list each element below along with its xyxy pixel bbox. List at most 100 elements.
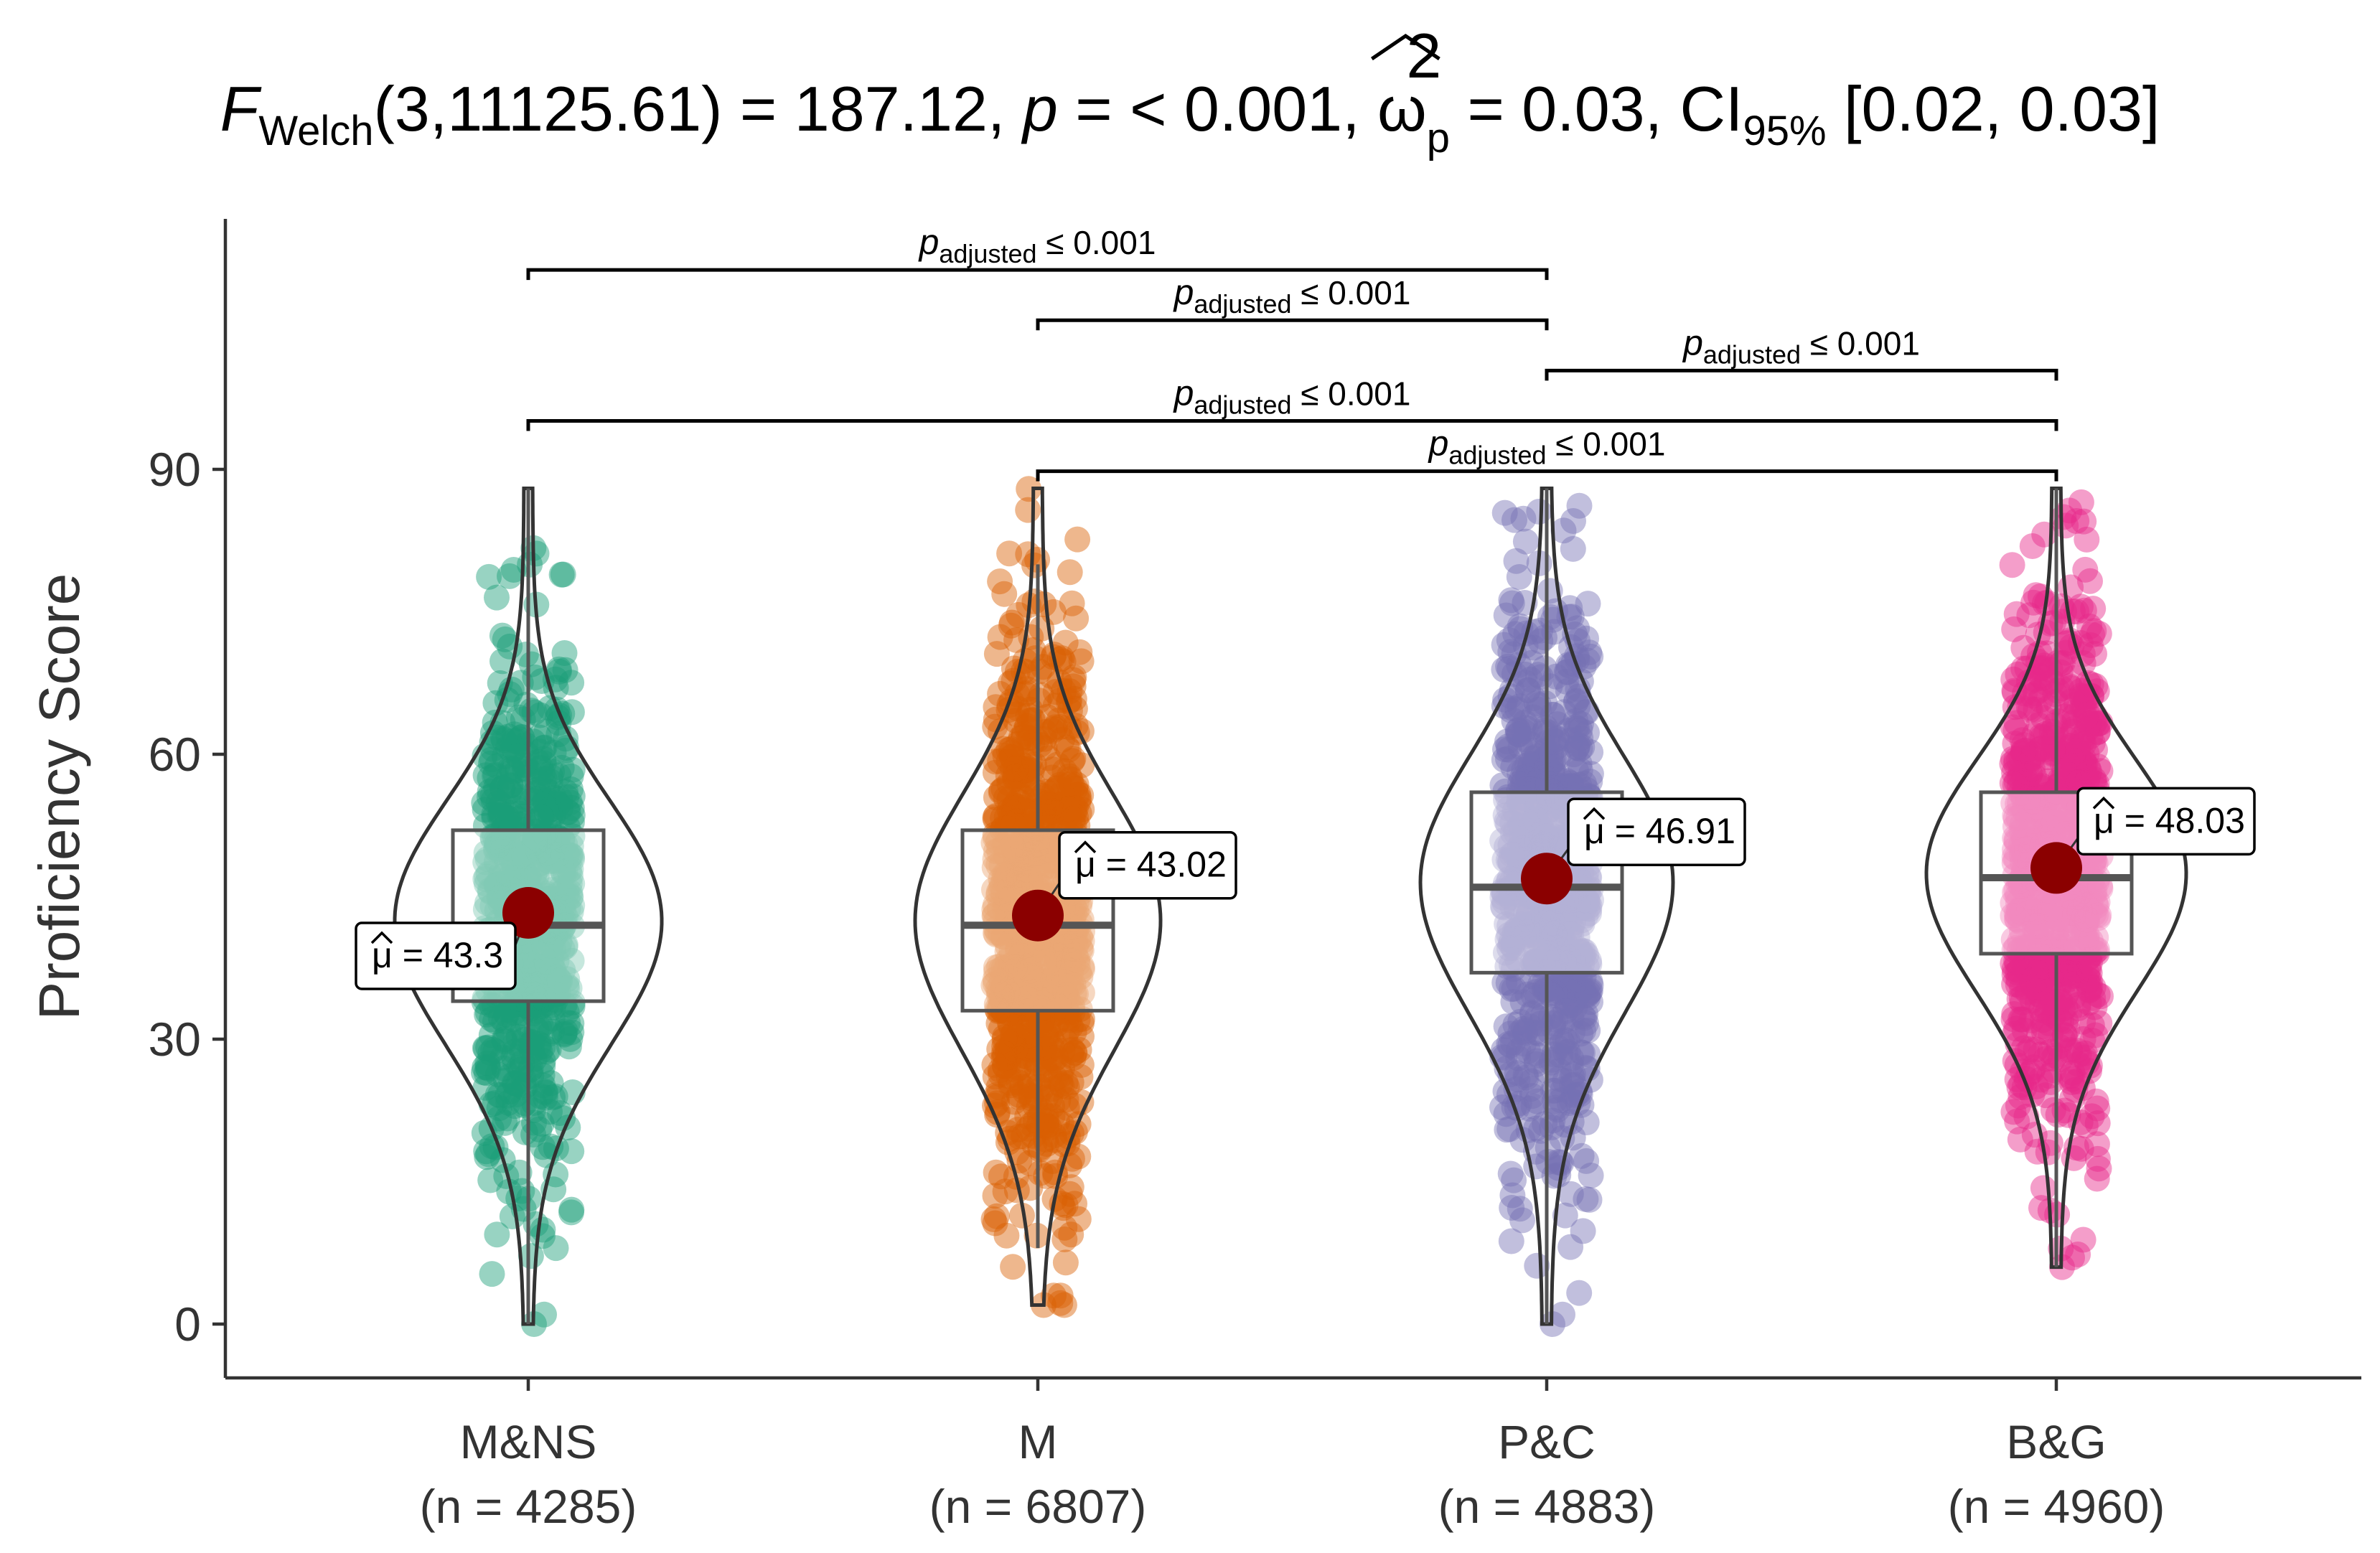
data-point — [993, 804, 1020, 831]
data-point — [487, 1004, 514, 1031]
data-point — [1005, 1117, 1031, 1143]
data-point — [538, 1070, 564, 1097]
data-point — [496, 865, 522, 892]
data-point — [1058, 1042, 1084, 1069]
data-point — [492, 1109, 518, 1136]
data-point — [505, 757, 531, 784]
data-point — [474, 890, 500, 916]
data-point — [998, 688, 1025, 715]
data-point — [1016, 476, 1042, 502]
data-point — [478, 992, 505, 1018]
data-point — [478, 1022, 505, 1048]
data-point — [1063, 605, 1090, 632]
data-point — [530, 792, 556, 818]
data-point — [1003, 1056, 1029, 1083]
data-point — [1002, 792, 1029, 819]
data-point — [1012, 648, 1039, 674]
data-point — [1013, 852, 1039, 878]
data-point — [518, 1063, 545, 1089]
data-point — [2046, 989, 2073, 1015]
data-point — [529, 1062, 556, 1089]
data-point — [493, 848, 520, 874]
data-point — [491, 1026, 517, 1053]
data-point — [992, 1053, 1018, 1079]
data-point — [522, 970, 548, 996]
data-point — [1045, 1051, 1072, 1078]
data-point — [1006, 1054, 1033, 1081]
data-point — [489, 802, 516, 828]
data-point — [558, 947, 585, 974]
y-axis-label-group: Proficiency Score — [27, 573, 91, 1020]
data-point — [1008, 978, 1034, 1005]
data-point — [1006, 855, 1033, 881]
data-point — [1519, 1083, 1545, 1109]
data-point — [992, 957, 1018, 984]
data-point — [1029, 1018, 1055, 1043]
data-point — [533, 718, 560, 745]
data-point — [488, 792, 515, 819]
data-point — [492, 871, 518, 897]
data-point — [510, 1066, 537, 1092]
data-point — [537, 768, 563, 794]
data-point — [1044, 942, 1070, 968]
data-point — [517, 939, 544, 965]
data-point — [474, 1144, 500, 1170]
comparison-value: ≤ 0.001 — [1292, 375, 1411, 413]
data-point — [1008, 764, 1034, 790]
data-point — [541, 924, 568, 949]
data-point — [1029, 1043, 1055, 1069]
data-point — [479, 746, 505, 773]
data-point — [545, 935, 571, 962]
data-point — [558, 842, 584, 868]
data-point — [494, 835, 520, 862]
data-point — [516, 970, 543, 997]
title-p-rest: = < 0.001, — [1058, 73, 1377, 144]
data-point — [1043, 1044, 1069, 1071]
data-point — [994, 1036, 1021, 1061]
data-point — [559, 892, 586, 919]
data-point — [1051, 958, 1078, 985]
comparison-bracket — [1036, 469, 2058, 482]
data-point — [1008, 845, 1034, 872]
data-point — [1036, 799, 1063, 826]
data-point — [484, 830, 510, 856]
data-point — [1023, 835, 1049, 862]
data-point — [487, 861, 514, 887]
data-point — [505, 728, 531, 755]
data-point — [536, 1021, 563, 1047]
data-point — [536, 848, 563, 875]
data-point — [533, 1038, 560, 1065]
data-point — [1034, 969, 1061, 995]
data-point — [1047, 1062, 1074, 1089]
data-point — [991, 1053, 1018, 1079]
data-point — [519, 990, 545, 1017]
data-point — [1055, 952, 1082, 977]
data-point — [1007, 834, 1034, 860]
data-point — [528, 957, 554, 984]
data-point — [1496, 627, 1522, 654]
data-point — [501, 721, 528, 748]
data-point — [1034, 955, 1059, 982]
data-point — [555, 814, 581, 840]
data-point — [986, 979, 1013, 1005]
data-point — [1538, 982, 1565, 1009]
data-point — [1067, 924, 1094, 951]
data-point — [532, 820, 558, 847]
data-point — [983, 641, 1010, 667]
data-point — [535, 787, 561, 814]
x-tick-label: M — [1018, 1415, 1058, 1468]
data-point — [528, 804, 555, 831]
data-point — [557, 879, 584, 906]
data-point — [500, 1043, 527, 1069]
data-point — [1052, 1249, 1079, 1276]
data-point — [548, 794, 574, 821]
data-point — [510, 779, 537, 805]
data-point — [1001, 793, 1028, 819]
data-point — [1029, 843, 1055, 869]
data-point — [511, 1026, 538, 1053]
data-point — [501, 728, 528, 754]
data-point — [1505, 717, 1532, 743]
data-point — [988, 866, 1014, 893]
y-tick-label: 30 — [149, 1013, 201, 1066]
data-point — [1037, 853, 1064, 880]
